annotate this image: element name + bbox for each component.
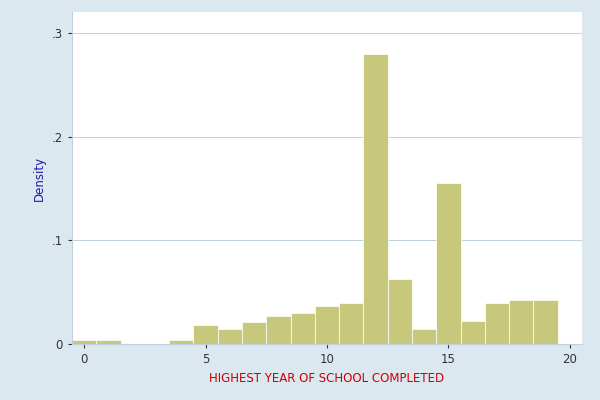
Bar: [266, 316, 290, 344]
Bar: [169, 340, 193, 344]
Bar: [388, 279, 412, 344]
Bar: [218, 330, 242, 344]
Bar: [509, 300, 533, 344]
Bar: [436, 183, 461, 344]
Bar: [193, 325, 218, 344]
Bar: [315, 306, 339, 344]
Bar: [364, 54, 388, 344]
Bar: [485, 302, 509, 344]
Bar: [461, 321, 485, 344]
Bar: [412, 330, 436, 344]
Bar: [242, 322, 266, 344]
X-axis label: HIGHEST YEAR OF SCHOOL COMPLETED: HIGHEST YEAR OF SCHOOL COMPLETED: [209, 372, 445, 384]
Bar: [96, 340, 121, 344]
Bar: [72, 340, 96, 344]
Bar: [290, 313, 315, 344]
Bar: [339, 302, 364, 344]
Y-axis label: Density: Density: [33, 156, 46, 200]
Bar: [533, 300, 558, 344]
